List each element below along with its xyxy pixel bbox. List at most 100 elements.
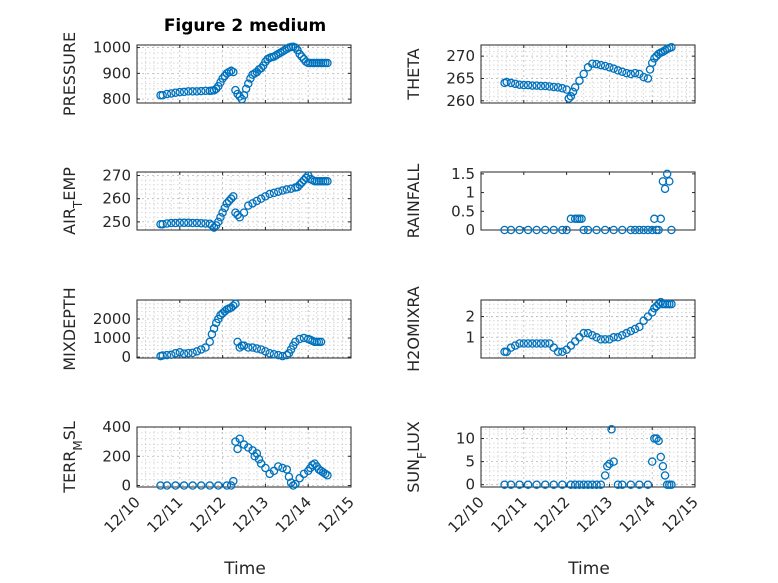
y-tick-label: 5 [465,453,475,471]
data-point [617,480,627,489]
data-point [660,471,670,480]
data-point [540,480,550,489]
data-point [577,214,586,224]
data-point [579,225,588,235]
y-tick-label: 270 [102,166,131,184]
subplot-4: 00.511.5 RAINFALL [404,164,696,239]
data-point [519,80,529,90]
data-point [201,86,210,96]
data-point [506,480,516,489]
data-point [235,343,244,352]
data-point [291,337,300,347]
data-point [654,49,663,59]
x-tick-label: 12/12 [530,493,573,536]
y-tick-label: 400 [102,418,131,436]
data-point [654,436,663,446]
data-point [166,89,176,98]
data-point [293,182,302,192]
data-point [600,471,610,480]
data-point [600,61,610,71]
data-point [630,225,640,235]
data-point [549,225,559,235]
data-point [188,481,197,490]
data-point [244,201,253,210]
data-point [613,333,623,342]
y-axis-label: PRESSURE [60,32,79,116]
data-point [656,214,666,224]
subplot-3: 250 260 270 AIRTEMP [60,166,352,235]
data-point [166,218,176,228]
data-point [596,60,606,70]
data-point [523,80,533,90]
data-point [652,434,661,443]
data-point [256,345,266,354]
x-tick-label: 12/13 [573,493,616,536]
data-point [229,67,238,77]
data-point [175,87,185,97]
data-point [216,212,225,222]
data-point [273,462,283,471]
data-point [515,225,524,235]
data-point [643,480,653,489]
data-point [162,89,172,99]
y-tick-label: 1 [465,328,475,346]
data-point [630,68,640,78]
data-point [607,425,616,434]
data-point [613,480,623,489]
data-point [162,219,172,228]
data-point [171,348,180,358]
data-point [244,343,253,352]
data-point [579,69,588,79]
data-point [549,480,559,489]
data-point [158,91,167,100]
y-axis-label: THETA [404,48,423,100]
data-point [588,480,597,489]
data-point [323,471,332,480]
data-point [510,341,520,350]
data-point [532,81,541,90]
data-point [229,476,238,486]
x-axis-label-right: Time [567,559,610,579]
data-point [506,78,516,88]
data-point [500,225,509,235]
data-point [502,77,511,87]
data-point [207,221,217,230]
data-point [650,54,659,63]
y-tick-label: 1 [465,184,475,202]
axes-box [136,426,352,488]
y-tick-label: 0 [465,476,475,494]
axes-box [136,44,352,104]
data-point [295,473,304,483]
y-axis-label: MIXDEPTH [60,287,79,370]
data-point [278,186,287,195]
y-axis-label: RAINFALL [404,164,423,239]
data-point [158,351,167,360]
data-point [218,74,227,83]
axes-box [136,299,352,359]
data-point [583,225,593,235]
data-point [269,188,279,198]
data-point [596,335,606,344]
x-tick-label: 12/14 [616,493,659,536]
data-point [209,223,219,232]
data-point [506,343,516,352]
data-point [600,335,610,344]
data-point [654,299,663,309]
data-point [229,301,238,310]
data-point [639,72,648,82]
data-point [609,225,618,235]
data-point [218,208,227,217]
data-point [592,333,601,342]
x-tick-label: 12/11 [143,493,186,536]
data-point [558,347,567,357]
data-point [647,58,657,68]
data-point [291,479,300,489]
data-point [667,480,676,489]
data-point [566,480,576,489]
data-point [273,350,283,360]
data-point [241,84,251,94]
y-tick-label: 1000 [93,329,131,347]
data-point [549,343,559,352]
data-point [639,225,648,235]
